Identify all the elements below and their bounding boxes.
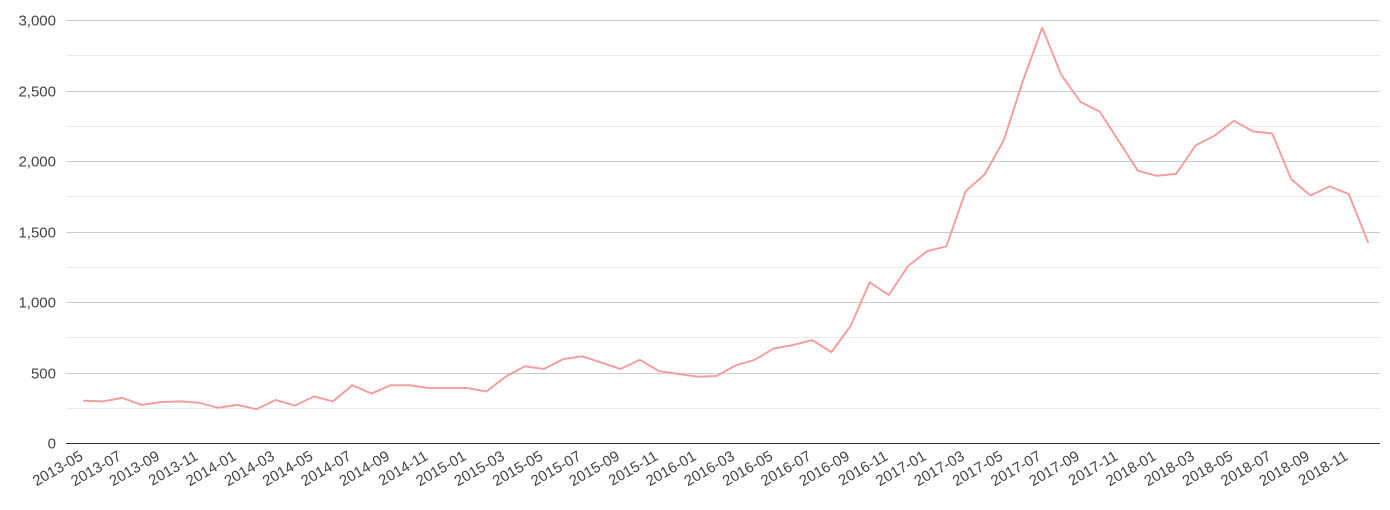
y-tick-label: 2,000 (18, 154, 56, 171)
series-line (83, 26, 1369, 411)
y-axis: 0 500 1,000 1,500 2,000 2,500 3,000 (18, 13, 56, 453)
minor-gridlines (66, 55, 1380, 409)
y-tick-label: 500 (31, 366, 56, 383)
y-tick-label: 3,000 (18, 13, 56, 30)
gridlines (66, 20, 1380, 374)
series-group (83, 26, 1369, 411)
x-axis: 2013-052013-072013-092013-112014-012014-… (30, 448, 1351, 490)
y-tick-label: 0 (48, 436, 56, 453)
y-tick-label: 1,500 (18, 225, 56, 242)
y-tick-label: 1,000 (18, 295, 56, 312)
y-tick-label: 2,500 (18, 84, 56, 101)
